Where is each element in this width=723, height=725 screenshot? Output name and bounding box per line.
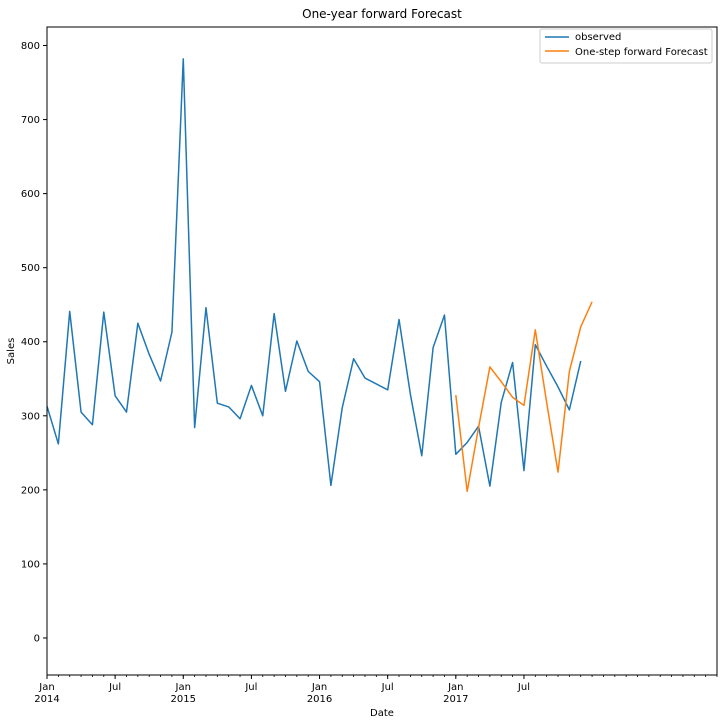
y-tick-label: 100 bbox=[21, 559, 40, 570]
y-tick-label: 700 bbox=[21, 115, 40, 126]
y-axis-label: Sales bbox=[6, 338, 17, 365]
x-axis-label: Date bbox=[370, 708, 394, 719]
legend: observed One-step forward Forecast bbox=[539, 28, 713, 64]
x-tick-label: Jul bbox=[517, 682, 530, 693]
x-tick-label: Jan bbox=[175, 682, 191, 693]
x-tick-year-label: 2015 bbox=[171, 694, 196, 705]
x-tick-label: Jan bbox=[38, 682, 54, 693]
x-tick-label: Jan bbox=[447, 682, 463, 693]
plot-frame bbox=[46, 26, 718, 676]
y-tick-label: 300 bbox=[21, 411, 40, 422]
series-line-observed bbox=[47, 58, 582, 487]
x-tick-label: Jul bbox=[244, 682, 257, 693]
series-line-forecast bbox=[455, 301, 593, 493]
x-tick-label: Jul bbox=[381, 682, 394, 693]
x-tick-label: Jan bbox=[311, 682, 327, 693]
x-tick-label: Jul bbox=[108, 682, 121, 693]
y-tick-label: 0 bbox=[34, 633, 40, 644]
x-tick-year-label: 2014 bbox=[34, 694, 59, 705]
chart-title: One-year forward Forecast bbox=[302, 7, 462, 21]
legend-label-observed: observed bbox=[575, 32, 621, 43]
y-tick-label: 600 bbox=[21, 189, 40, 200]
y-tick-label: 800 bbox=[21, 41, 40, 52]
y-tick-label: 200 bbox=[21, 485, 40, 496]
legend-label-forecast: One-step forward Forecast bbox=[575, 47, 708, 58]
y-tick-label: 400 bbox=[21, 337, 40, 348]
y-tick-label: 500 bbox=[21, 263, 40, 274]
x-tick-year-label: 2017 bbox=[443, 694, 468, 705]
x-tick-year-label: 2016 bbox=[307, 694, 332, 705]
legend-box bbox=[539, 28, 713, 64]
